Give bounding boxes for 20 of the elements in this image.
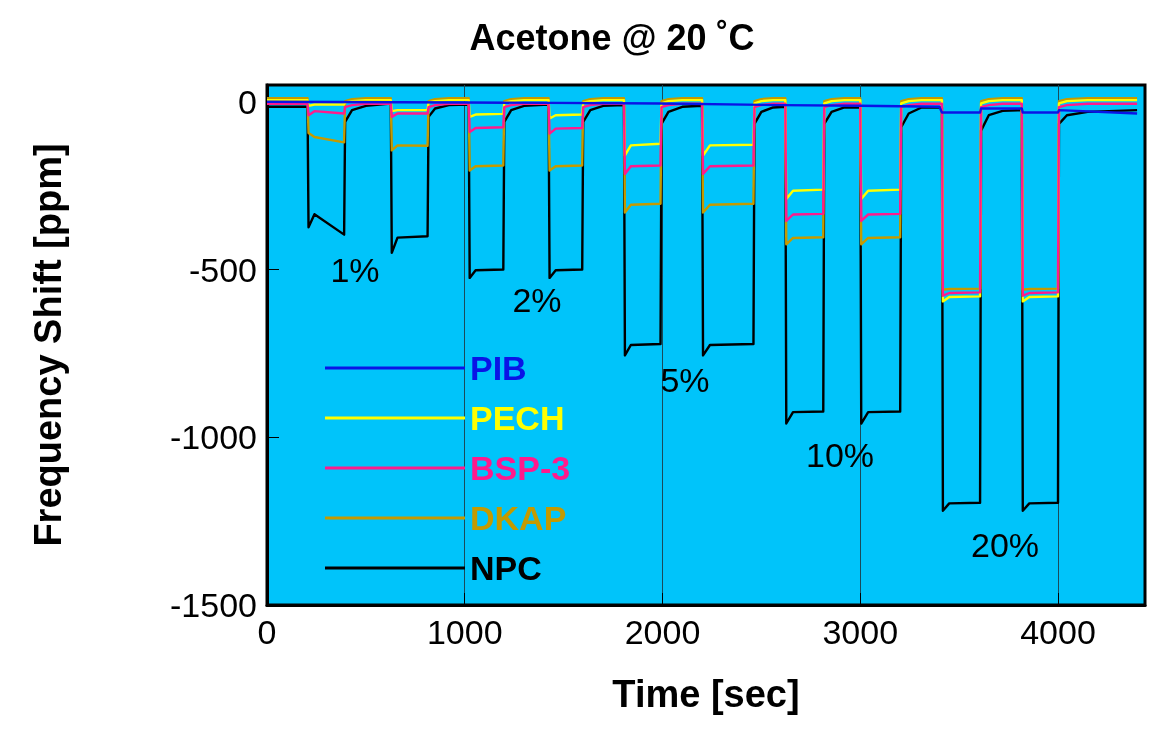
legend-label: BSP-3 — [470, 449, 571, 487]
annotation: 1% — [330, 251, 380, 289]
x-tick-label: 4000 — [1020, 613, 1096, 651]
legend-label: PIB — [470, 349, 527, 387]
x-tick-label: 1000 — [426, 613, 503, 651]
annotation: 2% — [512, 281, 562, 319]
x-axis-title: Time [sec] — [612, 673, 800, 715]
y-tick-label: -500 — [188, 250, 257, 289]
annotation: 20% — [970, 526, 1040, 564]
chart-title: Acetone @ 20 ˚C — [469, 16, 755, 58]
legend-label: NPC — [470, 549, 542, 587]
y-axis-title: Frequency Shift [ppm] — [27, 143, 69, 547]
y-tick-label: -1000 — [170, 418, 257, 457]
legend-label: DKAP — [470, 499, 567, 537]
line-series — [265, 100, 1139, 115]
x-tick-label: 2000 — [624, 613, 701, 651]
legend-label: PECH — [470, 399, 565, 437]
x-tick-label: 3000 — [822, 613, 899, 651]
y-tick-label: 0 — [238, 82, 257, 121]
y-tick-label: -1500 — [170, 586, 257, 624]
